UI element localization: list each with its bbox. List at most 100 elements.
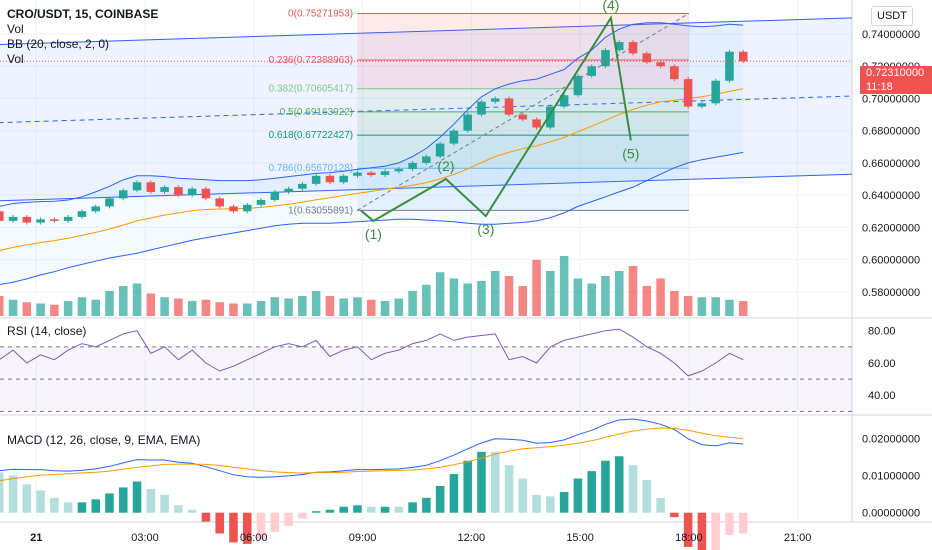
volume-bar: [642, 286, 652, 316]
fib-level-label: 0.236(0.72388963): [269, 55, 354, 66]
candle-body: [587, 66, 596, 76]
volume-bar: [174, 298, 183, 316]
macd-histogram-bar: [670, 512, 679, 518]
macd-histogram-bar: [394, 506, 404, 513]
candle-body: [725, 51, 734, 81]
macd-histogram-bar: [435, 485, 445, 513]
macd-histogram-bar: [573, 478, 583, 513]
volume-bar: [77, 297, 87, 316]
volume-bar: [614, 271, 624, 316]
bb-basis-line: [0, 88, 744, 251]
candle-body: [477, 101, 486, 115]
price-countdown: 11:18: [866, 81, 893, 93]
volume-bar: [105, 291, 114, 316]
volume-bar: [187, 301, 197, 316]
macd-histogram-bar: [160, 494, 169, 513]
candle-body: [353, 172, 362, 176]
candle-body: [146, 182, 156, 192]
fib-trend-line: [356, 13, 690, 211]
macd-histogram-bar: [656, 497, 665, 513]
volume-bar: [146, 293, 156, 316]
macd-histogram-bar: [366, 506, 376, 513]
macd-histogram-bar: [256, 512, 266, 540]
candle-body: [201, 188, 211, 199]
wave-label: (4): [602, 0, 619, 13]
elliott-zigzag: [360, 15, 632, 223]
macd-histogram-bar: [229, 512, 238, 543]
fib-level-label: 1(0.63055891): [288, 205, 353, 216]
macd-histogram-bar: [77, 502, 87, 513]
candle-body: [601, 50, 610, 67]
volume-bar: [738, 301, 748, 316]
macd-histogram-bar: [63, 502, 73, 513]
volume-bar: [656, 278, 665, 316]
volume-bar: [201, 299, 211, 316]
currency-button[interactable]: USDT: [871, 6, 913, 26]
fib-level-label: 0.618(0.67722427): [269, 130, 354, 141]
volume-bar: [587, 283, 596, 316]
volume-bar: [601, 276, 610, 316]
volume-bar: [711, 297, 720, 316]
candle-body: [546, 106, 555, 128]
macd-histogram-bar: [642, 480, 652, 513]
candle-body: [132, 182, 142, 191]
volume-bar: [366, 299, 376, 316]
vol2-legend[interactable]: Vol: [7, 52, 24, 66]
candle-body: [118, 190, 128, 199]
candle-body: [656, 62, 665, 67]
macd-tick: 0.02000000: [862, 433, 920, 445]
volume-bar: [449, 278, 459, 316]
candle-body: [518, 114, 528, 120]
volume-bar: [0, 296, 4, 316]
current-price-label: 0.72310000 11:18: [860, 66, 932, 94]
volume-bar: [242, 303, 252, 316]
candle-body: [490, 98, 500, 102]
bb-legend[interactable]: BB (20, close, 2, 0): [7, 37, 110, 51]
current-price-value: 0.72310000: [866, 67, 925, 79]
channel-upper-line: [0, 17, 853, 45]
macd-histogram-bar: [339, 506, 348, 513]
candle-body: [77, 211, 87, 217]
candle-body: [50, 219, 59, 221]
time-tick: 21: [30, 532, 42, 544]
macd-histogram-bar: [408, 502, 417, 513]
volume-bar: [50, 304, 59, 316]
price-tick: 0.60000000: [862, 255, 920, 267]
macd-legend[interactable]: MACD (12, 26, close, 9, EMA, EMA): [7, 433, 201, 447]
macd-histogram-bar: [311, 511, 321, 513]
fib-level-label: 0.5(0.69163922): [280, 107, 353, 118]
macd-histogram-bar: [725, 512, 734, 535]
vol-legend[interactable]: Vol: [7, 22, 24, 36]
volume-bar: [683, 296, 693, 316]
fib-zone-5: [357, 168, 689, 211]
macd-histogram-bar: [118, 487, 128, 513]
wave-label: (5): [622, 145, 639, 161]
chart-legend: CRO/USDT, 15, COINBASE Vol BB (20, close…: [7, 7, 158, 67]
candle-body: [559, 95, 569, 107]
macd-histogram-bar: [174, 505, 183, 513]
candle-body: [187, 188, 197, 196]
macd-histogram-bar: [546, 496, 555, 513]
macd-histogram-bar: [532, 494, 541, 513]
volume-bar: [490, 271, 500, 316]
volume-bar: [725, 299, 734, 316]
macd-histogram-bar: [477, 451, 486, 513]
rsi-legend[interactable]: RSI (14, close): [7, 324, 87, 338]
price-tick: 0.62000000: [862, 222, 920, 234]
candle-body: [380, 171, 390, 176]
price-tick: 0.66000000: [862, 158, 920, 170]
time-tick: 18:00: [675, 532, 703, 544]
price-tick: 0.74000000: [862, 29, 920, 41]
volume-bar: [532, 259, 541, 316]
symbol-legend[interactable]: CRO/USDT, 15, COINBASE: [7, 7, 159, 21]
candle-body: [422, 156, 431, 163]
macd-histogram-bar: [146, 488, 156, 513]
rsi-tick: 80.00: [868, 326, 896, 338]
volume-bar: [270, 297, 280, 316]
macd-histogram-bar: [50, 497, 59, 513]
fib-level-label: 0.786(0.65670128): [269, 163, 354, 174]
candle-body: [435, 143, 445, 157]
macd-histogram-bar: [284, 512, 293, 527]
macd-histogram-bar: [132, 481, 142, 513]
